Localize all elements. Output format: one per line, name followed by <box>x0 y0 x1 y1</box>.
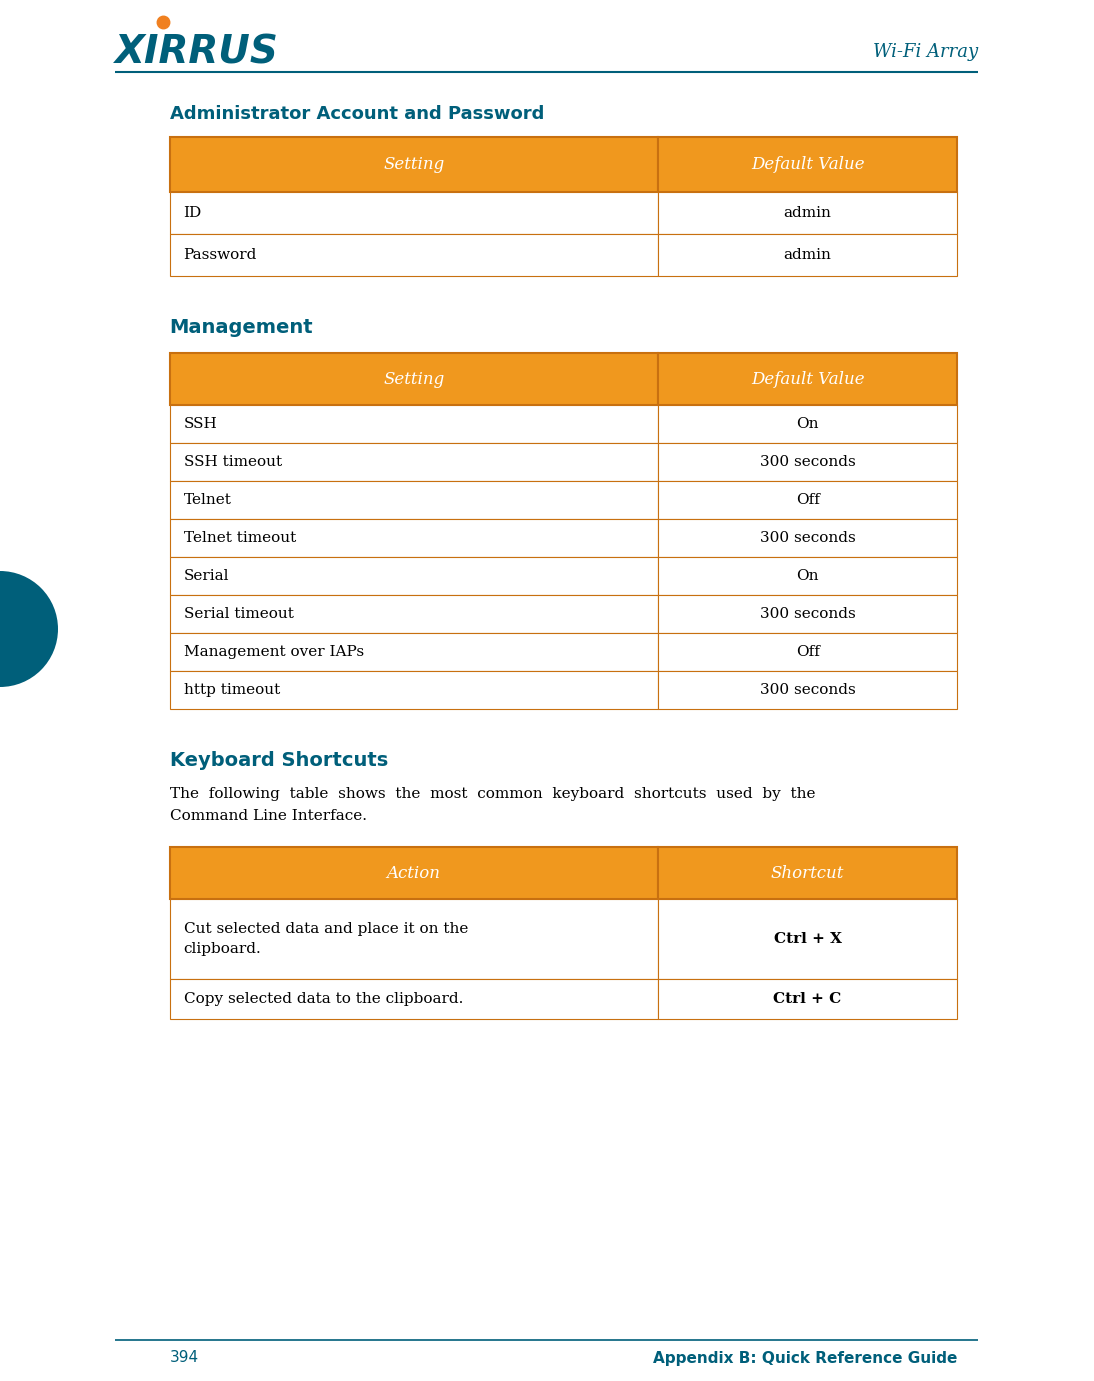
Bar <box>657 671 957 708</box>
Text: Keyboard Shortcuts: Keyboard Shortcuts <box>170 751 387 771</box>
Text: Off: Off <box>795 493 819 507</box>
Bar <box>170 519 657 557</box>
Bar <box>657 847 957 899</box>
Text: Ctrl + X: Ctrl + X <box>773 932 841 946</box>
Bar <box>170 899 657 979</box>
Text: Administrator Account and Password: Administrator Account and Password <box>170 105 544 123</box>
Text: Command Line Interface.: Command Line Interface. <box>170 809 366 823</box>
Text: Copy selected data to the clipboard.: Copy selected data to the clipboard. <box>184 992 463 1005</box>
Text: Management: Management <box>170 318 313 337</box>
Text: Default Value: Default Value <box>750 156 864 173</box>
Text: SSH timeout: SSH timeout <box>184 454 281 470</box>
Bar <box>657 137 957 192</box>
Text: Management over IAPs: Management over IAPs <box>184 645 363 659</box>
Bar <box>170 671 657 708</box>
Bar <box>170 405 657 443</box>
Bar <box>170 847 657 899</box>
Bar <box>657 632 957 671</box>
Text: Wi-Fi Array: Wi-Fi Array <box>873 43 978 61</box>
Text: admin: admin <box>783 249 831 262</box>
Text: Action: Action <box>387 865 441 881</box>
Bar <box>657 979 957 1019</box>
Text: Default Value: Default Value <box>750 370 864 388</box>
Text: admin: admin <box>783 206 831 220</box>
Bar <box>657 595 957 632</box>
Text: 300 seconds: 300 seconds <box>759 684 856 697</box>
Text: 394: 394 <box>170 1351 199 1366</box>
Bar <box>170 557 657 595</box>
Text: Serial timeout: Serial timeout <box>184 608 293 621</box>
Bar <box>657 481 957 519</box>
Wedge shape <box>0 570 58 686</box>
Text: Off: Off <box>795 645 819 659</box>
Bar <box>657 233 957 276</box>
Bar <box>657 354 957 405</box>
Text: Setting: Setting <box>383 370 444 388</box>
Bar <box>657 443 957 481</box>
Text: Serial: Serial <box>184 569 229 583</box>
Bar <box>170 979 657 1019</box>
Bar <box>170 632 657 671</box>
Bar <box>170 354 657 405</box>
Bar <box>657 405 957 443</box>
Text: Ctrl + C: Ctrl + C <box>773 992 841 1005</box>
Text: Telnet timeout: Telnet timeout <box>184 532 295 545</box>
Text: SSH: SSH <box>184 417 218 431</box>
Text: Setting: Setting <box>383 156 444 173</box>
Bar <box>170 481 657 519</box>
Text: Password: Password <box>184 249 257 262</box>
Text: On: On <box>796 417 818 431</box>
Text: Telnet: Telnet <box>184 493 232 507</box>
Bar <box>657 192 957 233</box>
Text: 300 seconds: 300 seconds <box>759 454 856 470</box>
Text: Appendix B: Quick Reference Guide: Appendix B: Quick Reference Guide <box>653 1351 957 1366</box>
Bar <box>170 443 657 481</box>
Bar <box>657 557 957 595</box>
Text: XIRRUS: XIRRUS <box>115 33 279 70</box>
Text: On: On <box>796 569 818 583</box>
Bar <box>657 519 957 557</box>
Bar <box>170 233 657 276</box>
Text: Shortcut: Shortcut <box>771 865 845 881</box>
Bar <box>657 899 957 979</box>
Text: The  following  table  shows  the  most  common  keyboard  shortcuts  used  by  : The following table shows the most commo… <box>170 787 815 801</box>
Text: 300 seconds: 300 seconds <box>759 532 856 545</box>
Bar <box>170 192 657 233</box>
Text: http timeout: http timeout <box>184 684 280 697</box>
Bar <box>170 137 657 192</box>
Text: 300 seconds: 300 seconds <box>759 608 856 621</box>
Text: ID: ID <box>184 206 201 220</box>
Bar <box>170 595 657 632</box>
Text: Cut selected data and place it on the
clipboard.: Cut selected data and place it on the cl… <box>184 923 468 956</box>
